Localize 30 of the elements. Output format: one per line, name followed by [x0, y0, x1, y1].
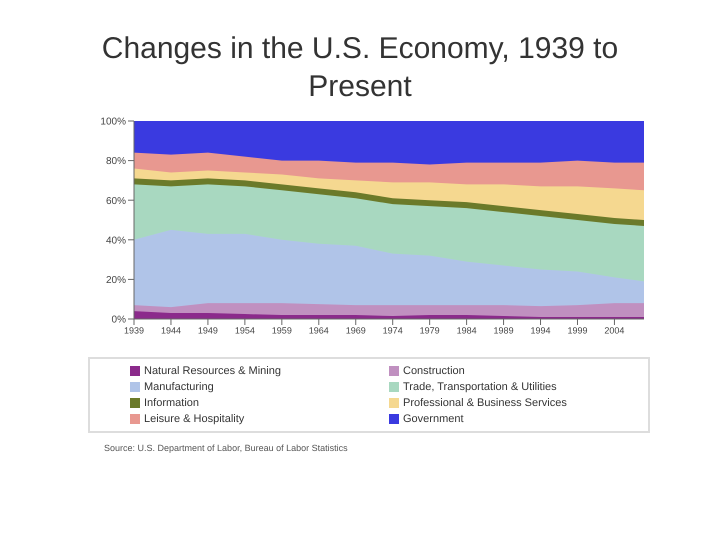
legend-label: Natural Resources & Mining — [144, 365, 281, 377]
y-tick-label: 60% — [106, 196, 126, 207]
y-tick-label: 100% — [100, 116, 126, 128]
x-tick-label: 1939 — [124, 325, 144, 336]
x-tick-label: 1984 — [456, 325, 477, 336]
legend-label: Information — [144, 397, 200, 409]
legend-label: Government — [403, 413, 464, 425]
x-tick-label: 1954 — [234, 325, 255, 336]
x-tick-label: 1979 — [420, 325, 440, 336]
x-tick-label: 1989 — [494, 325, 514, 336]
x-tick-label: 1994 — [530, 325, 551, 336]
x-tick-label: 1944 — [160, 325, 181, 336]
x-tick-label: 1974 — [382, 325, 403, 336]
x-tick-label: 1969 — [346, 325, 366, 336]
x-tick-label: 1959 — [272, 325, 292, 336]
y-tick-label: 80% — [106, 156, 126, 168]
y-tick-label: 20% — [106, 274, 126, 286]
y-tick-label: 40% — [106, 235, 126, 246]
legend-label: Manufacturing — [144, 381, 214, 393]
x-tick-label: 1949 — [198, 325, 218, 336]
x-tick-label: 1964 — [308, 325, 329, 336]
legend-label: Trade, Transportation & Utilities — [403, 381, 557, 393]
y-tick-label: 0% — [112, 314, 126, 326]
legend-label: Leisure & Hospitality — [144, 413, 244, 425]
legend-label: Construction — [403, 365, 465, 377]
source-note: Source: U.S. Department of Labor, Bureau of Labor Statistics — [104, 443, 349, 453]
x-tick-label: 2004 — [604, 325, 624, 336]
chart-title: Changes in the U.S. Economy, 1939 to Present — [100, 31, 620, 104]
x-tick-label: 1999 — [567, 325, 588, 336]
legend-label: Professional & Business Services — [403, 397, 567, 409]
